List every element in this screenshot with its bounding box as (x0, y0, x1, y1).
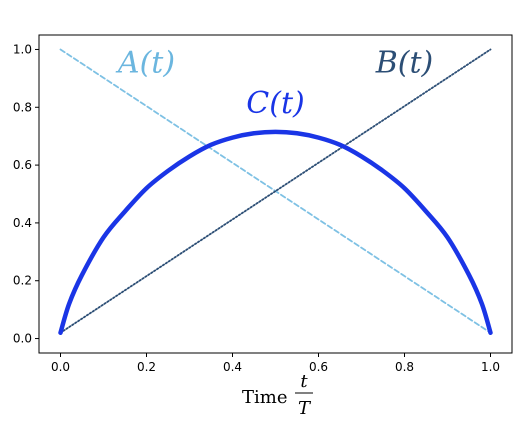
y-tick-label: 0.2 (13, 274, 32, 288)
x-axis-label-text: Time (242, 387, 287, 408)
series-line-c (58, 129, 493, 336)
series-label-a: A(t) (115, 46, 175, 81)
series-line-b (59, 48, 492, 334)
x-axis-label: Time t T (242, 371, 313, 419)
x-tick-label: 0.2 (137, 360, 156, 374)
x-tick-label: 0.0 (51, 360, 70, 374)
x-axis-label-denominator: T (298, 398, 312, 419)
x-tick-label: 1.0 (481, 360, 500, 374)
ticks-group: 0.0 0.2 0.4 0.6 0.8 1.0 0.0 0.2 0.4 0.6 0.8 1.0 (13, 42, 500, 374)
y-tick-label: 0.6 (13, 158, 32, 172)
x-tick-label: 0.4 (223, 360, 242, 374)
series-label-c: C(t) (246, 86, 304, 121)
series-label-b: B(t) (375, 46, 434, 81)
plot-frame (38, 34, 513, 354)
y-tick-label: 1.0 (13, 42, 32, 56)
x-tick-label: 0.8 (395, 360, 414, 374)
y-tick-label: 0.8 (13, 100, 32, 114)
y-tick-label: 0.0 (13, 332, 32, 346)
y-tick-label: 0.4 (13, 216, 32, 230)
x-tick-label: 0.6 (309, 360, 328, 374)
x-axis-label-numerator: t (300, 371, 308, 392)
series-group (58, 48, 493, 336)
annotations-group: A(t) B(t) C(t) (115, 46, 433, 121)
